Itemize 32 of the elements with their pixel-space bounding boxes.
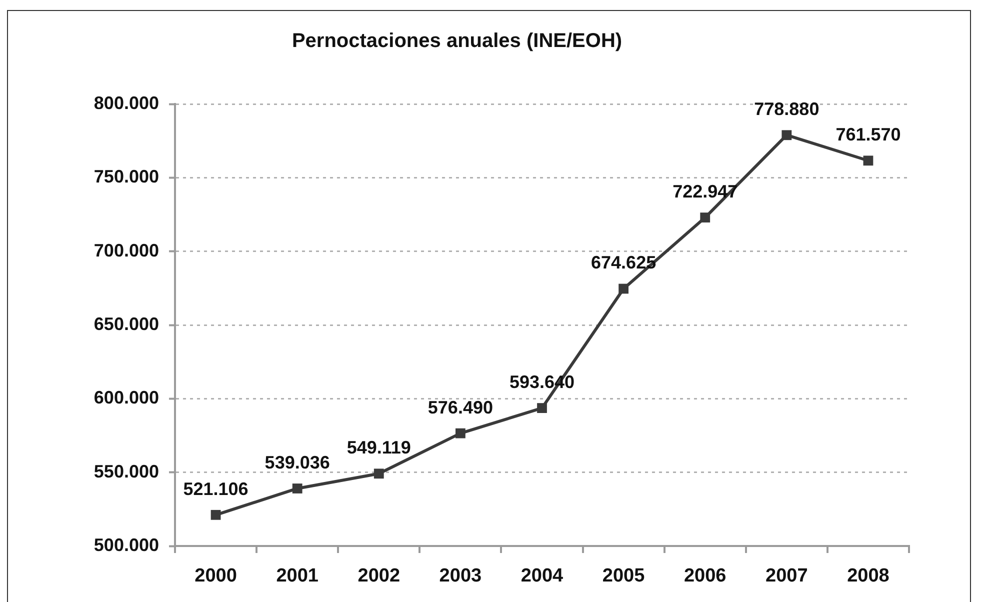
point — [455, 428, 466, 438]
y-tick-label: 750.000 — [94, 166, 159, 187]
y-tick-label: 800.000 — [94, 92, 159, 113]
point — [374, 468, 384, 479]
y-tick-label: 500.000 — [94, 534, 159, 555]
y-tick-label: 650.000 — [94, 314, 159, 334]
point — [863, 156, 874, 166]
x-tick-label: 2003 — [439, 566, 482, 587]
point — [292, 484, 302, 494]
x-tick-label: 2002 — [358, 566, 400, 587]
point — [700, 212, 710, 222]
data-label: 549.119 — [346, 438, 411, 458]
point — [210, 510, 221, 520]
y-tick-label: 550.000 — [94, 461, 159, 482]
x-tick-label: 2004 — [520, 566, 564, 587]
data-label: 539.036 — [264, 452, 330, 472]
data-label: 761.570 — [836, 124, 901, 145]
x-tick-label: 2007 — [766, 566, 808, 587]
x-tick-label: 2008 — [847, 566, 890, 587]
x-tick-label: 2001 — [276, 566, 319, 587]
data-label: 576.490 — [428, 397, 493, 418]
x-tick-label: 2005 — [602, 566, 646, 587]
y-tick-label: 700.000 — [94, 240, 159, 260]
x-tick-label: 2000 — [194, 566, 237, 587]
x-tick-label: 2006 — [684, 566, 726, 587]
data-label: 521.106 — [183, 478, 248, 499]
point — [537, 403, 547, 413]
point — [782, 130, 792, 140]
point — [618, 284, 629, 294]
chart-title: Pernoctaciones anuales (INE/EOH) — [292, 30, 622, 52]
y-tick-label: 600.000 — [94, 388, 159, 408]
data-label: 778.880 — [754, 99, 820, 120]
